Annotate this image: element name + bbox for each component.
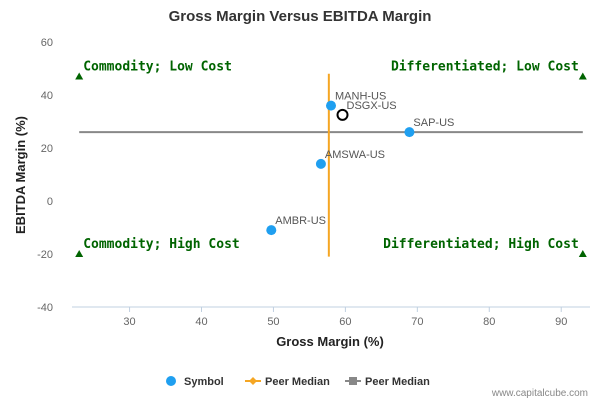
x-tick-label: 40 [195,316,207,328]
legend-square-marker [349,377,357,385]
data-point [326,100,336,111]
x-tick-label: 70 [411,316,423,328]
legend-label: Peer Median [365,376,430,388]
x-axis-title: Gross Margin (%) [276,334,384,349]
quadrant-triangle-marker [75,72,84,80]
quadrant-triangle-marker [75,250,84,257]
chart-title: Gross Margin Versus EBITDA Margin [169,8,432,25]
y-tick-label: 0 [47,196,53,208]
y-tick-label: -20 [37,249,53,261]
y-tick-label: 20 [41,143,53,155]
credit-text: www.capitalcube.com [491,388,588,399]
x-tick-label: 30 [123,316,135,328]
quadrant-label: Differentiated; Low Cost [391,59,579,74]
x-tick-label: 50 [267,316,279,328]
data-point-label: MANH-US [335,91,386,103]
y-tick-label: -40 [37,302,53,314]
legend-diamond-marker [249,377,257,385]
legend: Symbol Peer Median Peer Median [166,376,430,388]
plot-area: 30 40 50 60 70 80 90 -40 -20 0 20 40 60 Commodity; Lo… [37,37,590,328]
quadrant-label: Commodity; Low Cost [83,59,232,74]
data-point-label: AMSWA-US [325,149,385,161]
data-point [336,108,349,121]
y-tick-label: 60 [41,37,53,49]
y-tick-label: 40 [41,90,53,102]
x-tick-label: 60 [339,316,351,328]
y-axis-title: EBITDA Margin (%) [13,116,28,234]
legend-label: Peer Median [265,376,330,388]
quadrant-label: Commodity; High Cost [83,237,240,252]
data-point [315,158,326,169]
quadrant-triangle-marker [578,72,587,80]
quadrant-triangle-marker [578,250,587,257]
x-tick-label: 80 [483,316,495,328]
data-point-label: AMBR-US [275,215,326,227]
x-tick-label: 90 [555,316,567,328]
legend-label: Symbol [184,376,224,388]
data-point [404,127,415,138]
data-point-label: DSGX-US [347,100,397,112]
data-point-label: SAP-US [413,117,454,129]
legend-symbol-marker [166,376,176,386]
quadrant-label: Differentiated; High Cost [383,237,579,252]
data-point [266,225,277,236]
